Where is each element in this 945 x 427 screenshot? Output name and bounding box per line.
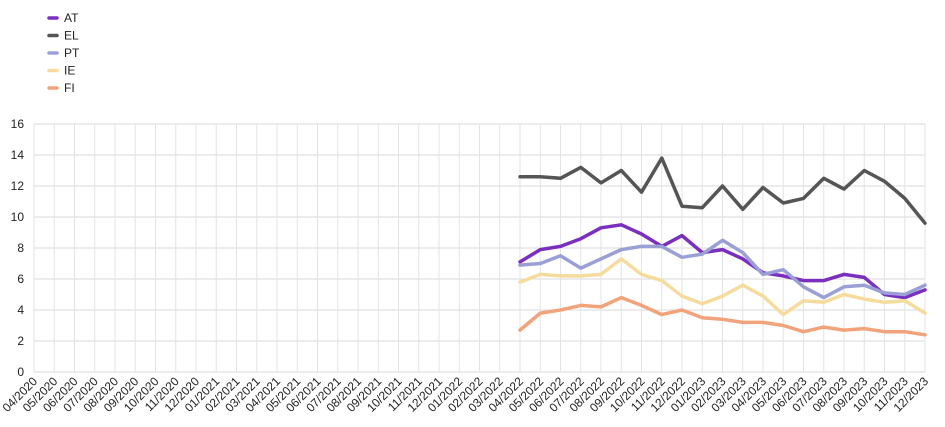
legend-item-fi: FI — [47, 81, 75, 95]
legend-label: FI — [64, 81, 75, 95]
y-tick-label: 14 — [11, 148, 25, 162]
legend-item-el: EL — [47, 29, 79, 43]
series-line-fi — [518, 295, 927, 337]
series-line-pt — [518, 238, 927, 300]
x-axis-tick-labels: 04/202005/202006/202007/202008/202009/20… — [0, 374, 931, 415]
y-tick-label: 10 — [11, 210, 25, 224]
legend-item-ie: IE — [47, 64, 75, 78]
y-tick-label: 12 — [11, 179, 25, 193]
y-tick-label: 2 — [17, 334, 24, 348]
y-axis-tick-labels: 0 2 4 6 8 10 12 14 16 — [11, 117, 25, 379]
legend-item-pt: PT — [47, 46, 80, 60]
legend-label: AT — [64, 11, 79, 25]
series-line-at — [518, 223, 927, 300]
series-line-ie — [518, 257, 927, 317]
series-line-el — [518, 156, 927, 225]
y-tick-label: 6 — [17, 272, 24, 286]
legend-label: EL — [64, 29, 79, 43]
legend-item-at: AT — [47, 11, 79, 25]
chart-gridlines — [33, 123, 926, 373]
chart-legend: AT EL PT IE FI — [47, 11, 80, 95]
y-tick-label: 8 — [17, 241, 24, 255]
y-tick-label: 0 — [17, 365, 24, 379]
legend-label: PT — [64, 46, 80, 60]
chart-series-lines — [518, 156, 927, 337]
y-tick-label: 4 — [17, 303, 24, 317]
legend-label: IE — [64, 64, 75, 78]
y-tick-label: 16 — [11, 117, 25, 131]
